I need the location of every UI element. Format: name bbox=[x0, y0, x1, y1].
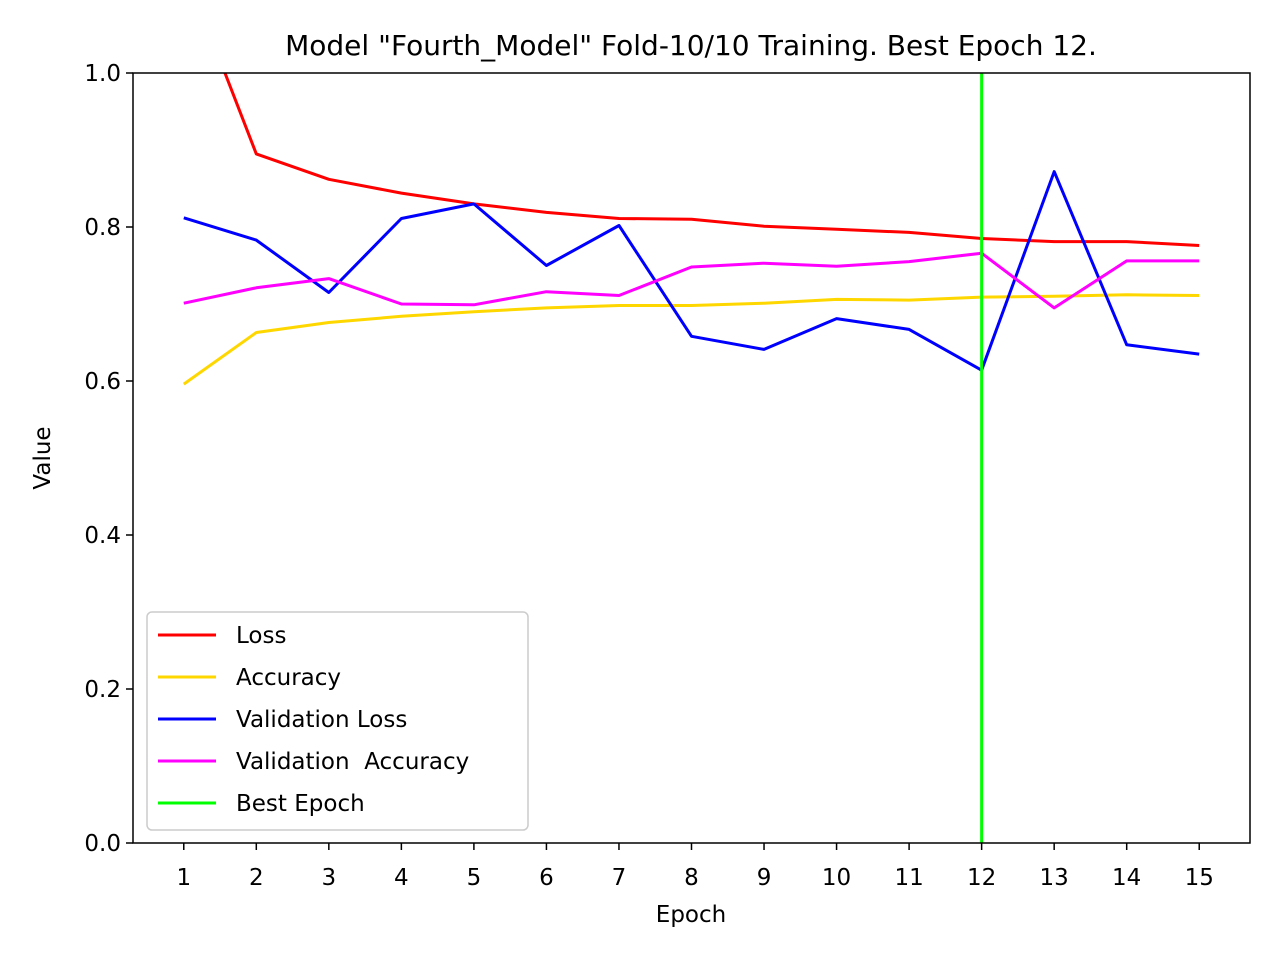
y-tick-label: 0.8 bbox=[84, 215, 121, 241]
series-line-validation-accuracy bbox=[183, 251, 1200, 310]
x-tick-label: 1 bbox=[176, 865, 191, 891]
series-layer bbox=[182, 73, 1200, 843]
x-tick-label: 9 bbox=[757, 865, 772, 891]
y-tick-label: 1.0 bbox=[84, 61, 121, 87]
legend-label: Accuracy bbox=[236, 665, 341, 691]
x-tick-label: 4 bbox=[394, 865, 409, 891]
x-tick-label: 13 bbox=[1040, 865, 1069, 891]
legend-item-best-epoch[interactable]: Best Epoch bbox=[158, 791, 365, 817]
legend-label: Validation Loss bbox=[236, 707, 407, 733]
x-tick-label: 11 bbox=[894, 865, 923, 891]
y-tick-label: 0.4 bbox=[84, 523, 121, 549]
x-tick-label: 6 bbox=[539, 865, 554, 891]
legend-label: Loss bbox=[236, 623, 286, 649]
legend-item-accuracy[interactable]: Accuracy bbox=[158, 665, 341, 691]
y-axis-label: Value bbox=[30, 426, 56, 489]
y-axis: 0.0 0.2 0.4 0.6 0.8 1.0 bbox=[84, 61, 133, 857]
x-axis-label: Epoch bbox=[656, 902, 726, 928]
legend-box bbox=[146, 611, 529, 831]
series-line-accuracy bbox=[182, 293, 1200, 386]
legend-item-validation-accuracy[interactable]: Validation Accuracy bbox=[158, 749, 469, 775]
x-tick-label: 10 bbox=[822, 865, 851, 891]
legend-label: Validation Accuracy bbox=[236, 749, 469, 775]
series-line-validation-loss bbox=[183, 170, 1200, 372]
y-tick-label: 0.0 bbox=[84, 831, 121, 857]
x-tick-label: 12 bbox=[967, 865, 996, 891]
y-tick-label: 0.6 bbox=[84, 369, 121, 395]
legend[interactable]: Loss Accuracy Validation Loss Validation Ac… bbox=[146, 611, 529, 831]
x-tick-label: 7 bbox=[612, 865, 627, 891]
x-tick-label: 8 bbox=[684, 865, 699, 891]
x-tick-label: 5 bbox=[467, 865, 482, 891]
legend-item-validation-loss[interactable]: Validation Loss bbox=[158, 707, 407, 733]
x-tick-label: 14 bbox=[1112, 865, 1141, 891]
y-tick-label: 0.2 bbox=[84, 677, 121, 703]
x-tick-label: 3 bbox=[322, 865, 337, 891]
legend-item-loss[interactable]: Loss bbox=[158, 623, 286, 649]
x-tick-label: 15 bbox=[1185, 865, 1214, 891]
x-tick-label: 2 bbox=[249, 865, 264, 891]
legend-label: Best Epoch bbox=[236, 791, 365, 817]
x-axis: 1 2 3 4 5 6 7 8 9 10 11 12 13 14 15 bbox=[176, 843, 1214, 891]
chart-title: Model "Fourth_Model" Fold-10/10 Training… bbox=[285, 29, 1097, 62]
